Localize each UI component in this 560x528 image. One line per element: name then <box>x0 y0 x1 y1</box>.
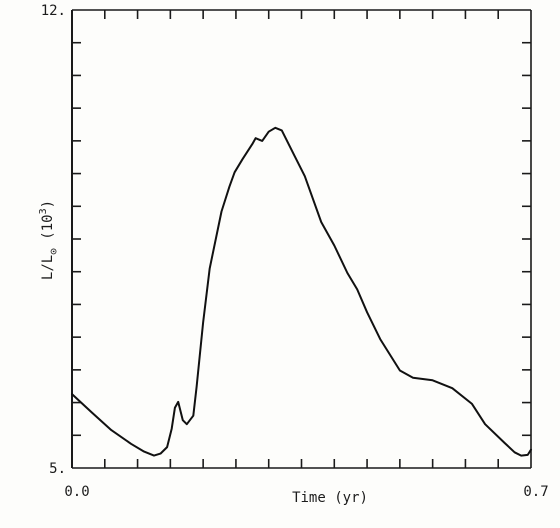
y-axis-label: L/L⊙ (103) <box>38 200 60 280</box>
x-tick-label: 0.0 <box>64 484 89 500</box>
x-axis-label: Time (yr) <box>292 490 368 506</box>
axis-ticks <box>72 10 531 468</box>
series-line-luminosity <box>71 126 532 457</box>
tick-labels: 0.0 0.7 5. 12. <box>41 3 549 500</box>
y-tick-label: 5. <box>49 461 66 477</box>
y-axis-label-exp: 3 <box>38 208 49 214</box>
y-axis-label-unit: (10 <box>40 214 56 239</box>
y-tick-label: 12. <box>41 3 66 19</box>
svg-text:L/L⊙ (103): L/L⊙ (103) <box>38 200 60 280</box>
x-tick-label: 0.7 <box>523 484 548 500</box>
y-axis-label-sub: ⊙ <box>47 248 60 255</box>
y-axis-label-main: L/L <box>40 255 56 280</box>
axes-frame <box>71 9 532 469</box>
y-axis-label-close: ) <box>40 200 56 208</box>
